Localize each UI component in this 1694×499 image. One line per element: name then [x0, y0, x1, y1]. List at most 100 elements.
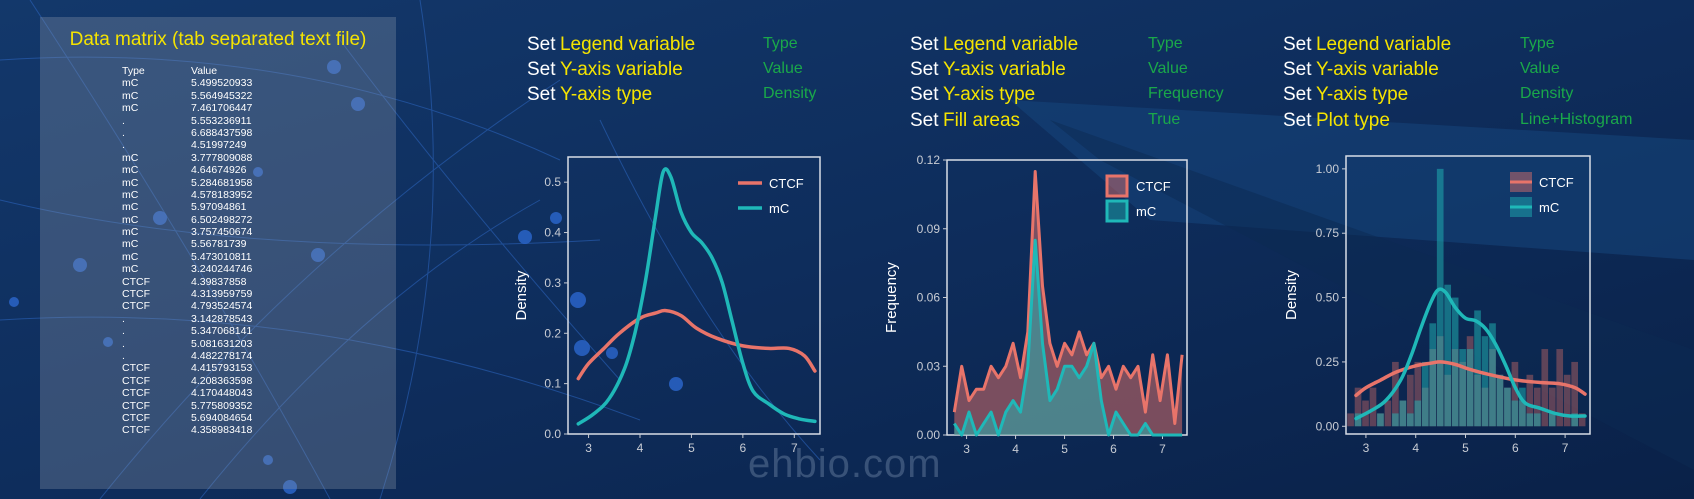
setting-parameter: Legend variable: [559, 34, 696, 55]
matrix-row: CTCF 4.170448043: [122, 387, 252, 399]
setting-set-word: Set: [910, 59, 939, 80]
setting-line: Set Legend variable: [1283, 33, 1451, 57]
histogram-bar-mc: [1399, 400, 1407, 427]
setting-line: Set Plot type: [1283, 109, 1390, 133]
y-tick-label: 0.09: [917, 222, 941, 236]
histogram-bar-ctcf: [1578, 413, 1586, 427]
histogram-bar-mc: [1533, 413, 1541, 427]
histogram-bar-ctcf: [1511, 361, 1519, 427]
histogram-bar-mc: [1377, 413, 1384, 427]
matrix-row: mC 6.502498272: [122, 214, 252, 226]
histogram-bar-mc: [1407, 413, 1414, 427]
matrix-cell-type: CTCF: [122, 300, 150, 313]
matrix-cell-type: mC: [122, 250, 139, 263]
histogram-bar-mc: [1481, 336, 1489, 427]
matrix-cell-type: CTCF: [122, 288, 150, 301]
y-tick-label: 0.0: [544, 427, 561, 441]
setting-set-word: Set: [910, 110, 939, 131]
matrix-cell-type: mC: [122, 188, 139, 201]
setting-value: Type: [1520, 35, 1555, 52]
matrix-cell-value: 5.56781739: [191, 238, 247, 251]
histogram-bar-mc: [1421, 361, 1429, 427]
matrix-row: CTCF 5.775809352: [122, 400, 252, 412]
matrix-cell-type: CTCF: [122, 374, 150, 387]
histogram-bar-mc: [1436, 168, 1444, 427]
x-tick-label: 7: [791, 441, 798, 455]
y-tick-label: 0.4: [544, 226, 561, 240]
setting-parameter: Legend variable: [1315, 34, 1452, 55]
matrix-cell-type: .: [122, 325, 125, 338]
histogram-bar-mc: [1511, 400, 1519, 427]
matrix-cell-type: .: [122, 126, 125, 139]
matrix-row: mC 5.564945322: [122, 90, 252, 102]
matrix-cell-type: CTCF: [122, 387, 150, 400]
matrix-cell-value: 3.240244746: [191, 263, 253, 276]
y-axis-label: Density: [1283, 269, 1300, 320]
setting-value: Type: [1148, 35, 1183, 52]
legend-key-mc: [1105, 199, 1129, 223]
matrix-cell-value: 3.142878543: [191, 312, 253, 325]
x-tick-label: 6: [1512, 441, 1519, 455]
setting-line: Set Y-axis type: [910, 83, 1035, 107]
histogram-bar-ctcf: [1548, 387, 1556, 427]
histogram-bar-ctcf: [1414, 361, 1422, 427]
x-tick-label: 5: [1462, 441, 1469, 455]
setting-line: Set Y-axis variable: [910, 58, 1066, 82]
setting-parameter: Y-axis type: [559, 84, 653, 105]
y-axis-label: Frequency: [883, 262, 900, 333]
setting-line: Set Fill areas: [910, 109, 1020, 133]
setting-parameter: Fill areas: [942, 110, 1021, 131]
matrix-row: mC 4.64674926: [122, 164, 252, 176]
y-tick-label: 0.3: [544, 276, 561, 290]
matrix-header-row: Type Value: [122, 65, 252, 77]
matrix-row: CTCF 4.208363598: [122, 375, 252, 387]
matrix-cell-type: mC: [122, 213, 139, 226]
matrix-cell-value: 5.564945322: [191, 89, 253, 102]
matrix-header-type: Type: [122, 65, 145, 77]
x-tick-label: 4: [637, 441, 644, 455]
matrix-cell-value: 4.793524574: [191, 300, 253, 313]
legend-label: CTCF: [1539, 175, 1574, 190]
matrix-row: mC 5.473010811: [122, 251, 252, 263]
y-tick-label: 0.75: [1316, 226, 1340, 240]
series-line-mc: [953, 238, 1183, 437]
matrix-row: mC 5.97094861: [122, 201, 252, 213]
y-tick-label: 0.25: [1316, 355, 1340, 369]
setting-value: Type: [763, 35, 798, 52]
histogram-bar-mc: [1571, 413, 1578, 427]
matrix-cell-value: 5.347068141: [191, 325, 253, 338]
histogram-bar-ctcf: [1541, 349, 1549, 427]
legend-key-ctcf: [1105, 174, 1129, 198]
series-line-mc: [1354, 287, 1587, 421]
histogram-bar-mc: [1459, 349, 1466, 427]
y-tick-label: 0.06: [917, 291, 941, 305]
matrix-cell-type: mC: [122, 263, 139, 276]
histogram-bar-ctcf: [1407, 374, 1414, 427]
x-tick-label: 3: [1363, 441, 1370, 455]
matrix-row: mC 7.461706447: [122, 102, 252, 114]
x-tick-label: 3: [963, 442, 970, 456]
matrix-cell-value: 5.775809352: [191, 399, 253, 412]
matrix-row: CTCF 5.694084654: [122, 412, 252, 424]
y-axis-label: Density: [513, 270, 530, 321]
y-tick-label: 0.1: [544, 377, 561, 391]
setting-set-word: Set: [527, 59, 556, 80]
setting-parameter: Y-axis variable: [942, 59, 1066, 80]
histogram-bar-mc: [1526, 413, 1534, 427]
histogram-bar-ctcf: [1384, 400, 1392, 427]
matrix-cell-value: 3.757450674: [191, 226, 253, 239]
matrix-cell-type: .: [122, 139, 125, 152]
matrix-cell-value: 4.358983418: [191, 424, 253, 437]
chart-3: 0.00 0.25 0.50 0.75 1.00 3 4 5 6 7 Density CTCF mC: [1283, 155, 1591, 455]
matrix-cell-value: 3.777809088: [191, 151, 253, 164]
matrix-cell-value: 5.081631203: [191, 337, 253, 350]
histogram-bar-mc: [1519, 387, 1526, 427]
setting-value: Value: [1520, 60, 1560, 77]
matrix-cell-type: mC: [122, 201, 139, 214]
histogram-bar-mc: [1429, 323, 1437, 427]
y-tick-label: 0.12: [917, 153, 941, 167]
legend-label: mC: [1539, 200, 1559, 215]
matrix-cell-type: CTCF: [122, 275, 150, 288]
histogram-bar-ctcf: [1526, 374, 1534, 427]
